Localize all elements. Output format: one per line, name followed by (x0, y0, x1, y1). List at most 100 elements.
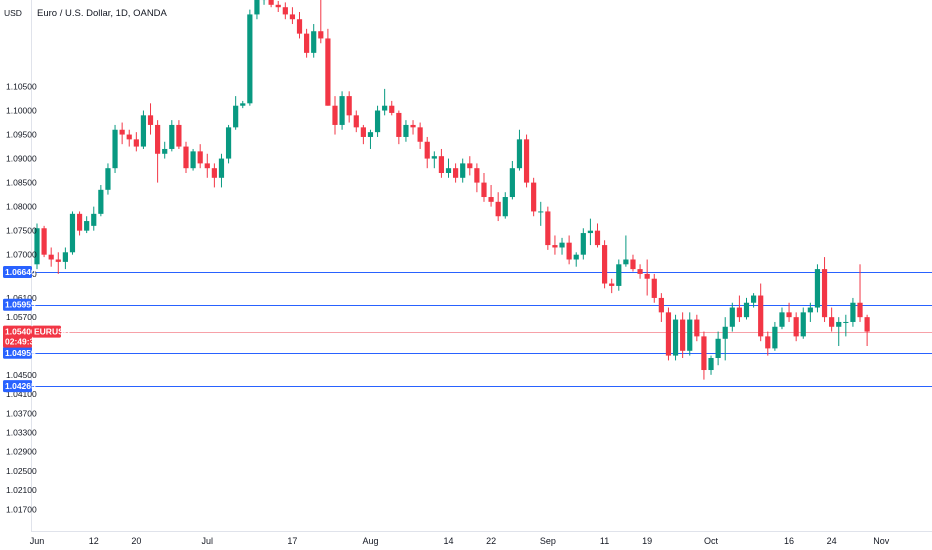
candle[interactable] (438, 148, 445, 178)
candle[interactable] (91, 206, 97, 231)
candle[interactable] (587, 218, 594, 246)
candle[interactable] (658, 293, 664, 322)
candle[interactable] (786, 302, 792, 322)
candle[interactable] (396, 110, 402, 145)
candle[interactable] (680, 312, 686, 359)
candle[interactable] (367, 129, 374, 149)
level-price-tag[interactable]: 1.04959 (3, 346, 36, 359)
candle[interactable] (715, 331, 721, 366)
candle[interactable] (758, 283, 764, 342)
candle[interactable] (495, 192, 501, 222)
candle[interactable] (353, 110, 359, 133)
candle[interactable] (552, 235, 558, 255)
candle[interactable] (225, 124, 232, 164)
candle[interactable] (403, 120, 409, 142)
candle[interactable] (722, 317, 728, 361)
candle[interactable] (119, 122, 125, 145)
candle[interactable] (772, 321, 778, 351)
candle[interactable] (687, 312, 693, 356)
candle[interactable] (431, 151, 437, 169)
candle[interactable] (729, 302, 735, 332)
candle[interactable] (162, 141, 168, 159)
candles[interactable] (34, 0, 870, 380)
candle[interactable] (275, 0, 281, 13)
candle[interactable] (538, 201, 544, 226)
candle[interactable] (424, 136, 430, 169)
candle[interactable] (389, 100, 395, 116)
candle[interactable] (204, 153, 210, 178)
candle[interactable] (573, 252, 579, 267)
candle[interactable] (765, 331, 771, 356)
candle[interactable] (445, 158, 452, 178)
candle[interactable] (140, 110, 147, 149)
candle[interactable] (48, 247, 54, 267)
candle[interactable] (133, 132, 139, 152)
candle[interactable] (523, 134, 530, 188)
candle[interactable] (644, 259, 650, 296)
candle[interactable] (637, 264, 643, 279)
candle[interactable] (282, 2, 288, 20)
candle[interactable] (289, 7, 296, 25)
candle[interactable] (743, 297, 750, 320)
candle[interactable] (864, 314, 870, 346)
candle[interactable] (41, 225, 47, 258)
candle[interactable] (467, 156, 473, 176)
candle[interactable] (311, 24, 317, 58)
candle[interactable] (814, 264, 821, 313)
candle[interactable] (211, 163, 217, 188)
candle[interactable] (332, 96, 338, 135)
candle[interactable] (793, 312, 799, 342)
candle[interactable] (268, 0, 274, 8)
candle[interactable] (545, 206, 551, 250)
candle[interactable] (34, 223, 40, 270)
candle[interactable] (651, 273, 657, 303)
candle[interactable] (339, 91, 345, 130)
candle[interactable] (630, 254, 636, 272)
candle[interactable] (296, 12, 303, 39)
candle[interactable] (460, 158, 466, 183)
candle[interactable] (531, 177, 537, 217)
candle[interactable] (105, 163, 111, 195)
candle[interactable] (126, 129, 132, 147)
candle[interactable] (779, 307, 785, 330)
candle[interactable] (474, 163, 480, 193)
candle[interactable] (240, 100, 246, 109)
candle[interactable] (69, 211, 76, 255)
candle[interactable] (360, 124, 366, 145)
candle[interactable] (609, 278, 615, 294)
candle[interactable] (836, 317, 842, 346)
candle[interactable] (807, 302, 813, 322)
candle[interactable] (829, 307, 835, 332)
candle[interactable] (566, 235, 572, 265)
candle[interactable] (843, 314, 849, 337)
candle[interactable] (76, 211, 83, 236)
candle[interactable] (147, 103, 154, 135)
candle[interactable] (488, 185, 494, 207)
candle[interactable] (665, 307, 672, 361)
candle[interactable] (84, 216, 90, 234)
candle[interactable] (374, 105, 381, 137)
candle[interactable] (410, 120, 416, 135)
candle[interactable] (382, 88, 388, 116)
candle[interactable] (318, 0, 324, 44)
candle[interactable] (190, 148, 196, 171)
candle[interactable] (821, 257, 828, 322)
candle[interactable] (55, 252, 61, 274)
candle[interactable] (509, 160, 515, 200)
candle[interactable] (800, 307, 806, 339)
candle[interactable] (112, 124, 118, 173)
candle[interactable] (176, 120, 182, 149)
candle[interactable] (502, 192, 508, 219)
candle[interactable] (694, 314, 700, 342)
candle[interactable] (155, 120, 161, 183)
candle[interactable] (233, 96, 239, 130)
candle[interactable] (98, 185, 104, 217)
candle[interactable] (750, 293, 757, 308)
candle[interactable] (594, 223, 601, 248)
candle[interactable] (559, 237, 565, 255)
candle[interactable] (701, 331, 707, 380)
candle[interactable] (346, 91, 352, 123)
candle[interactable] (247, 9, 253, 106)
candle[interactable] (417, 122, 423, 149)
